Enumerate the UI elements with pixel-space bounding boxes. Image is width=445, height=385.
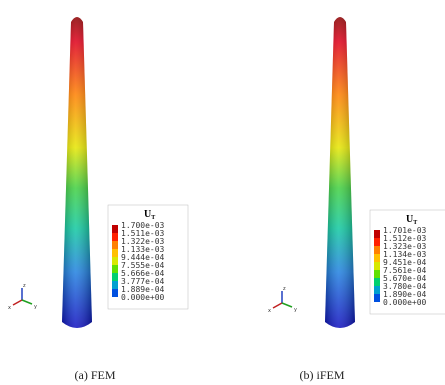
legend-swatch bbox=[112, 257, 118, 265]
triad-axis bbox=[13, 300, 22, 305]
legend-swatch bbox=[374, 230, 380, 238]
legend-swatch bbox=[112, 233, 118, 241]
legend-swatch bbox=[374, 294, 380, 302]
triad-label: z bbox=[283, 286, 286, 292]
legend-swatch bbox=[112, 281, 118, 289]
legend-swatch bbox=[112, 241, 118, 249]
legend-swatch bbox=[374, 254, 380, 262]
legend-swatch bbox=[374, 262, 380, 270]
legend-label: 0.000e+00 bbox=[383, 298, 427, 307]
triad-label: z bbox=[23, 283, 26, 289]
caption: (a) FEM bbox=[75, 368, 116, 382]
legend-swatch bbox=[374, 246, 380, 254]
legend-swatch bbox=[374, 286, 380, 294]
legend-swatch bbox=[112, 289, 118, 297]
legend-swatch bbox=[374, 270, 380, 278]
triad-label: x bbox=[8, 305, 11, 311]
triad-axis bbox=[273, 303, 282, 308]
tower-shade bbox=[62, 17, 92, 328]
triad-axis bbox=[22, 300, 32, 304]
legend-label: 0.000e+00 bbox=[121, 293, 165, 302]
legend-swatch bbox=[112, 249, 118, 257]
triad-axis bbox=[282, 303, 292, 307]
legend-swatch bbox=[112, 225, 118, 233]
triad-label: y bbox=[34, 304, 37, 310]
legend-swatch bbox=[374, 278, 380, 286]
tower-shade bbox=[325, 17, 355, 328]
figure: UT1.700e-031.511e-031.322e-031.133e-039.… bbox=[0, 0, 445, 385]
legend-swatch bbox=[112, 265, 118, 273]
triad-label: x bbox=[268, 308, 271, 314]
legend-swatch bbox=[112, 273, 118, 281]
legend-swatch bbox=[374, 238, 380, 246]
caption: (b) iFEM bbox=[300, 368, 345, 382]
triad-label: y bbox=[294, 307, 297, 313]
